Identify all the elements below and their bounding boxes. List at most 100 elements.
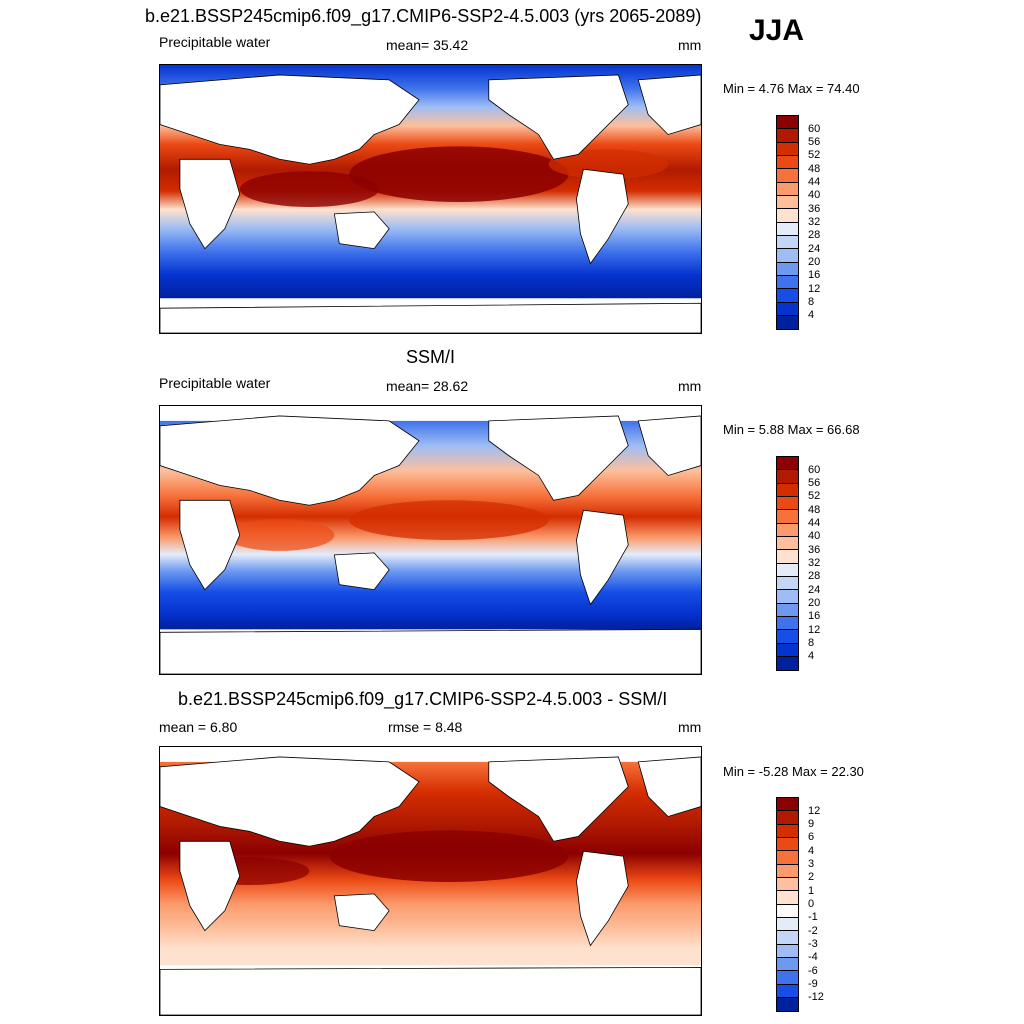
colorbar-swatch — [777, 169, 798, 183]
colorbar-swatch — [777, 944, 798, 958]
panel3-rmse-label: rmse = 8.48 — [388, 719, 463, 735]
colorbar-swatch — [777, 864, 798, 878]
colorbar-tick-label: 44 — [808, 176, 821, 188]
colorbar-swatch — [777, 590, 798, 604]
panel3-map-canvas — [160, 756, 701, 1015]
colorbar-swatch — [777, 523, 798, 537]
panel3-minmax-label: Min = -5.28 Max = 22.30 — [723, 764, 864, 779]
colorbar-tick-label: 56 — [808, 136, 821, 148]
panel2-colorbar — [776, 456, 799, 672]
colorbar-swatch — [777, 302, 798, 316]
colorbar-tick-label: 16 — [808, 610, 821, 622]
colorbar-swatch — [777, 931, 798, 945]
colorbar-tick-label: 2 — [808, 871, 815, 883]
colorbar-tick-label: 0 — [808, 898, 815, 910]
colorbar-swatch — [777, 262, 798, 276]
colorbar-swatch — [777, 957, 798, 972]
colorbar-tick-label: 6 — [808, 831, 815, 843]
colorbar-tick-label: 20 — [808, 256, 821, 268]
colorbar-swatch — [777, 603, 798, 617]
colorbar-swatch — [777, 824, 798, 838]
colorbar-tick-label: 24 — [808, 243, 821, 255]
colorbar-swatch — [777, 917, 798, 932]
colorbar-tick-label: 32 — [808, 557, 821, 569]
colorbar-tick-label: 32 — [808, 216, 821, 228]
colorbar-tick-label: 48 — [808, 504, 821, 516]
colorbar-swatch — [777, 877, 798, 892]
colorbar-tick-label: -3 — [808, 938, 818, 950]
colorbar-tick-label: 56 — [808, 477, 821, 489]
colorbar-swatch — [777, 195, 798, 210]
colorbar-tick-label: 4 — [808, 309, 815, 321]
season-label: JJA — [749, 14, 805, 47]
panel3-map — [159, 746, 702, 1016]
colorbar-swatch — [777, 984, 798, 998]
colorbar-swatch — [777, 496, 798, 511]
colorbar-tick-label: 44 — [808, 517, 821, 529]
colorbar-tick-label: 12 — [808, 805, 821, 817]
colorbar-tick-label: 40 — [808, 189, 821, 201]
colorbar-tick-label: 48 — [808, 163, 821, 175]
colorbar-swatch — [777, 851, 798, 865]
panel1-title: b.e21.BSSP245cmip6.f09_g17.CMIP6-SSP2-4.… — [145, 6, 702, 26]
colorbar-tick-label: 40 — [808, 530, 821, 542]
colorbar-swatch — [777, 470, 798, 484]
colorbar-swatch — [777, 235, 798, 250]
colorbar-tick-label: 12 — [808, 283, 821, 295]
colorbar-tick-label: 8 — [808, 296, 815, 308]
colorbar-swatch — [777, 798, 798, 812]
colorbar-swatch — [777, 129, 798, 143]
colorbar-tick-label: 1 — [808, 885, 815, 897]
colorbar-tick-label: 20 — [808, 597, 821, 609]
colorbar-swatch — [777, 457, 798, 471]
panel1-variable-label: Precipitable water — [159, 34, 271, 50]
colorbar-tick-label: -1 — [808, 911, 818, 923]
panel3-mean-label: mean = 6.80 — [159, 719, 238, 735]
colorbar-tick-label: 36 — [808, 203, 821, 215]
colorbar-tick-label: 8 — [808, 637, 815, 649]
panel3-units-label: mm — [678, 719, 702, 735]
colorbar-tick-label: 28 — [808, 570, 821, 582]
panel2-variable-label: Precipitable water — [159, 375, 271, 391]
panel2-minmax-label: Min = 5.88 Max = 66.68 — [723, 422, 860, 437]
colorbar-swatch — [777, 616, 798, 631]
colorbar-tick-label: 28 — [808, 229, 821, 241]
panel2-units-label: mm — [678, 378, 702, 394]
colorbar-tick-label: -12 — [808, 991, 824, 1003]
panel1-minmax-label: Min = 4.76 Max = 74.40 — [723, 81, 860, 96]
colorbar-tick-label: 4 — [808, 650, 815, 662]
colorbar-swatch — [777, 576, 798, 591]
panel2-map — [159, 405, 702, 675]
colorbar-tick-label: 16 — [808, 269, 821, 281]
colorbar-swatch — [777, 630, 798, 644]
colorbar-swatch — [777, 275, 798, 290]
colorbar-swatch — [777, 643, 798, 657]
colorbar-swatch — [777, 116, 798, 130]
colorbar-tick-label: -2 — [808, 925, 818, 937]
colorbar-swatch — [777, 550, 798, 564]
panel1-map — [159, 64, 702, 334]
colorbar-tick-label: 60 — [808, 123, 821, 135]
colorbar-swatch — [777, 289, 798, 303]
colorbar-swatch — [777, 182, 798, 196]
colorbar-tick-label: 52 — [808, 149, 821, 161]
colorbar-swatch — [777, 997, 798, 1012]
panel2-mean-label: mean= 28.62 — [386, 378, 469, 394]
colorbar-swatch — [777, 536, 798, 551]
colorbar-tick-label: 36 — [808, 544, 821, 556]
panel2-map-canvas — [160, 415, 701, 674]
panel1-units-label: mm — [678, 37, 702, 53]
panel3-title: b.e21.BSSP245cmip6.f09_g17.CMIP6-SSP2-4.… — [178, 689, 668, 709]
colorbar-swatch — [777, 222, 798, 236]
panel1-colorbar — [776, 115, 799, 331]
colorbar-tick-label: 3 — [808, 858, 815, 870]
colorbar-tick-label: 52 — [808, 490, 821, 502]
panel1-map-canvas — [160, 65, 701, 333]
panel2-title: SSM/I — [406, 347, 456, 367]
colorbar-tick-label: 9 — [808, 818, 815, 830]
colorbar-swatch — [777, 837, 798, 852]
colorbar-swatch — [777, 315, 798, 330]
colorbar-swatch — [777, 483, 798, 497]
colorbar-tick-label: 24 — [808, 584, 821, 596]
colorbar-swatch — [777, 510, 798, 524]
